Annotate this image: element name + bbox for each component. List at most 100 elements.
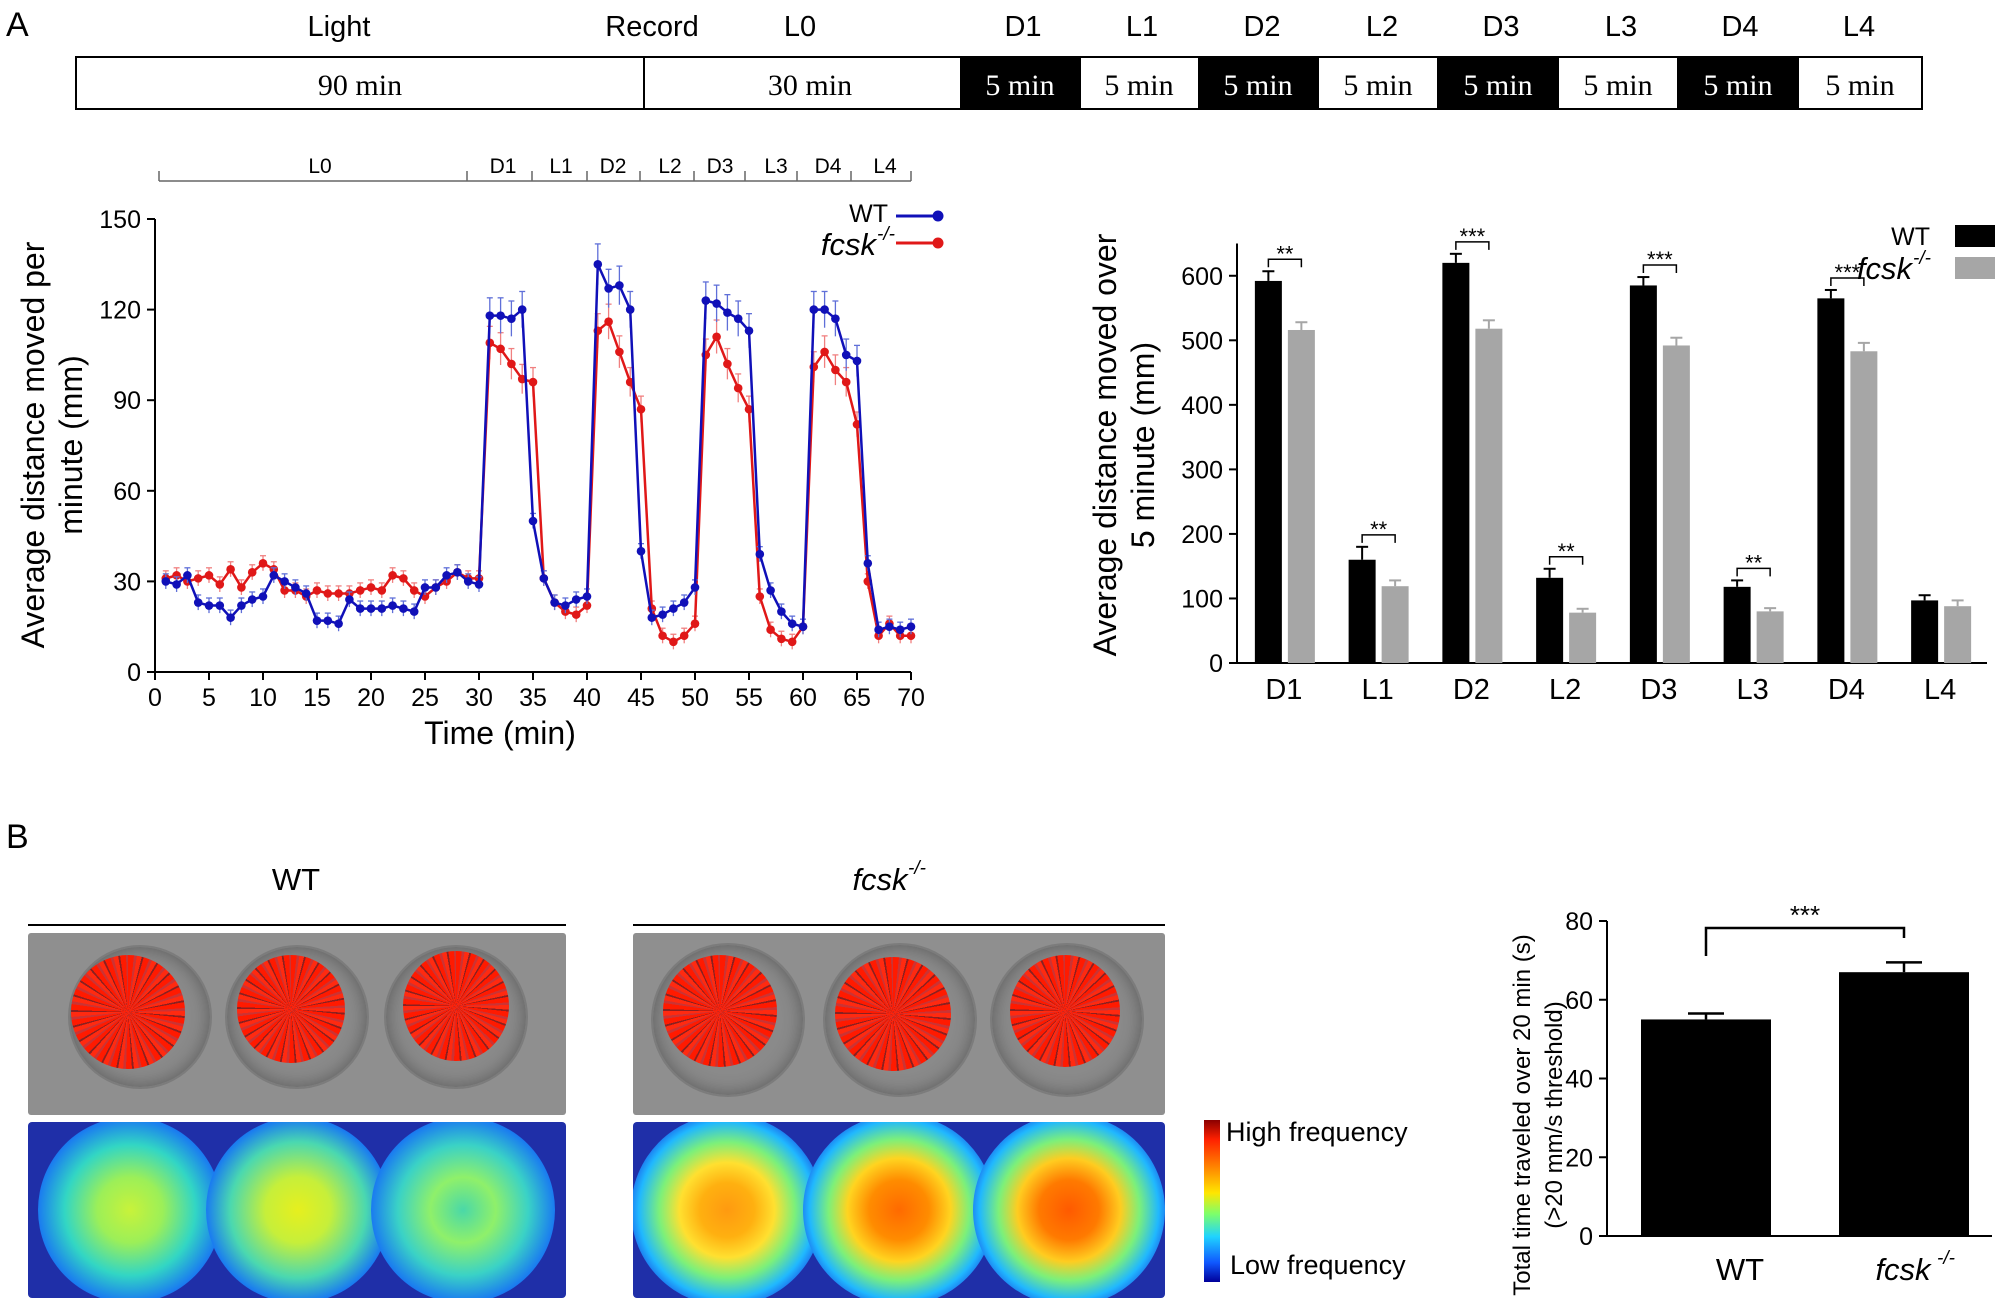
x-tick-label: D3 — [1640, 674, 1677, 706]
data-point — [258, 558, 268, 568]
heatmap-wt — [28, 1122, 566, 1298]
data-point — [539, 574, 549, 583]
line-chart-axes — [154, 219, 911, 673]
timeline-cell-text: 5 min — [985, 69, 1054, 102]
line-legend: WT fcsk -/- — [821, 200, 944, 262]
timeline-label: D2 — [1243, 11, 1280, 43]
significance-bracket — [1642, 264, 1678, 274]
timeline-label: L3 — [1605, 11, 1637, 43]
x-tick-label: 40 — [573, 684, 601, 712]
data-point — [787, 637, 797, 647]
data-point — [388, 571, 397, 580]
line-chart: 0 30 60 90 120 150 0 5 10 15 20 25 30 35 40 45 50 55 60 65 7… — [15, 200, 944, 751]
data-point — [420, 583, 430, 592]
y-tick-label: 400 — [1181, 392, 1223, 420]
data-point — [615, 347, 624, 357]
bar — [1287, 329, 1315, 663]
data-point — [593, 260, 603, 269]
data-point — [226, 613, 235, 622]
data-point — [841, 350, 851, 360]
heatmap-spot — [633, 1122, 823, 1298]
bar-legend-label-fcsk: fcsk — [1857, 251, 1914, 286]
timeline-cell — [643, 56, 962, 110]
data-point — [204, 601, 214, 610]
small-bar-xlabel-wt: WT — [1716, 1252, 1764, 1287]
significance-bracket — [1267, 258, 1303, 268]
data-point — [280, 577, 289, 586]
x-tick-label: 0 — [148, 684, 162, 712]
x-tick-label: 55 — [735, 684, 763, 712]
data-point — [604, 317, 613, 326]
timeline-cell — [75, 56, 645, 110]
timeline-cell — [1198, 56, 1319, 110]
bar — [1381, 586, 1409, 663]
significance-label: *** — [1460, 224, 1486, 249]
legend-marker-fcsk — [932, 237, 944, 249]
bar — [1254, 280, 1282, 663]
small-bar-bars: *** — [1641, 900, 1969, 1236]
data-point — [528, 516, 538, 526]
bar — [1629, 285, 1657, 663]
timeline-label: Record — [605, 11, 699, 43]
y-tick-label: 600 — [1181, 263, 1223, 291]
significance-label: ** — [1276, 241, 1294, 266]
line-ylabel-line1: Average distance moved per — [15, 241, 51, 648]
phase-label: L4 — [873, 155, 897, 178]
panel-label-b: B — [6, 818, 29, 856]
data-point — [323, 616, 333, 625]
legend-label-wt: WT — [849, 200, 888, 228]
legend-label-fcsk-sup: -/- — [877, 224, 895, 245]
bar-chart-bars: ***************** — [1254, 224, 1972, 663]
timeline-cell — [1797, 56, 1923, 110]
y-tick-label: 90 — [113, 387, 141, 415]
data-point — [409, 586, 419, 595]
data-point — [820, 347, 829, 357]
timeline-cell-text: 5 min — [1463, 69, 1532, 102]
line-chart-ticks: 0 30 60 90 120 150 0 5 10 15 20 25 30 35 40 45 50 55 60 65 7… — [99, 206, 925, 712]
track-trace — [237, 955, 345, 1063]
track-trace — [663, 955, 777, 1067]
data-point — [701, 296, 711, 305]
legend-marker-wt — [932, 210, 944, 222]
data-point — [507, 359, 516, 369]
heatmap-spot — [803, 1122, 995, 1298]
data-point — [777, 607, 786, 616]
x-tick-label: 30 — [465, 684, 493, 712]
phase-bracket-labels: L0 D1 L1 D2 L2 D3 L3 D4 L4 — [308, 155, 897, 178]
data-point — [636, 404, 646, 414]
small-bar-ylabel-line2: (>20 mm/s threshold) — [1541, 1001, 1568, 1228]
group-label-wt: WT — [272, 862, 320, 897]
data-point — [733, 383, 743, 393]
timeline-label: Light — [308, 11, 371, 43]
timeline-label: L1 — [1126, 11, 1158, 43]
data-point — [604, 284, 613, 293]
timeline-cell-text: 30 min — [768, 69, 852, 102]
data-point — [690, 583, 700, 592]
y-tick-label: 300 — [1181, 456, 1223, 484]
heatmap-fcsk — [633, 1122, 1165, 1298]
data-point — [679, 631, 689, 641]
data-point — [463, 577, 473, 586]
x-tick-label: L4 — [1924, 674, 1956, 706]
x-tick-label: D4 — [1828, 674, 1865, 706]
heatmap-spot — [206, 1122, 390, 1298]
data-point — [474, 580, 484, 589]
data-point — [334, 619, 343, 628]
data-point — [874, 625, 883, 635]
small-bar-ylabel-line1: Total time traveled over 20 min (s) — [1509, 934, 1536, 1295]
data-point — [571, 595, 581, 604]
bar — [1569, 612, 1597, 663]
line-xlabel: Time (min) — [424, 715, 576, 751]
timeline-bar: 90 min 30 min 5 min 5 min 5 min 5 min 5 … — [75, 56, 1923, 110]
bar — [1536, 577, 1564, 663]
phase-label: D3 — [707, 155, 734, 178]
phase-label: L0 — [308, 155, 331, 178]
data-point — [334, 589, 343, 598]
x-tick-label: 15 — [303, 684, 331, 712]
data-point — [625, 305, 635, 314]
significance-bracket — [1361, 534, 1396, 543]
data-point — [636, 546, 646, 556]
data-point — [345, 595, 354, 604]
significance-label: *** — [1647, 247, 1673, 272]
data-point — [809, 305, 819, 314]
